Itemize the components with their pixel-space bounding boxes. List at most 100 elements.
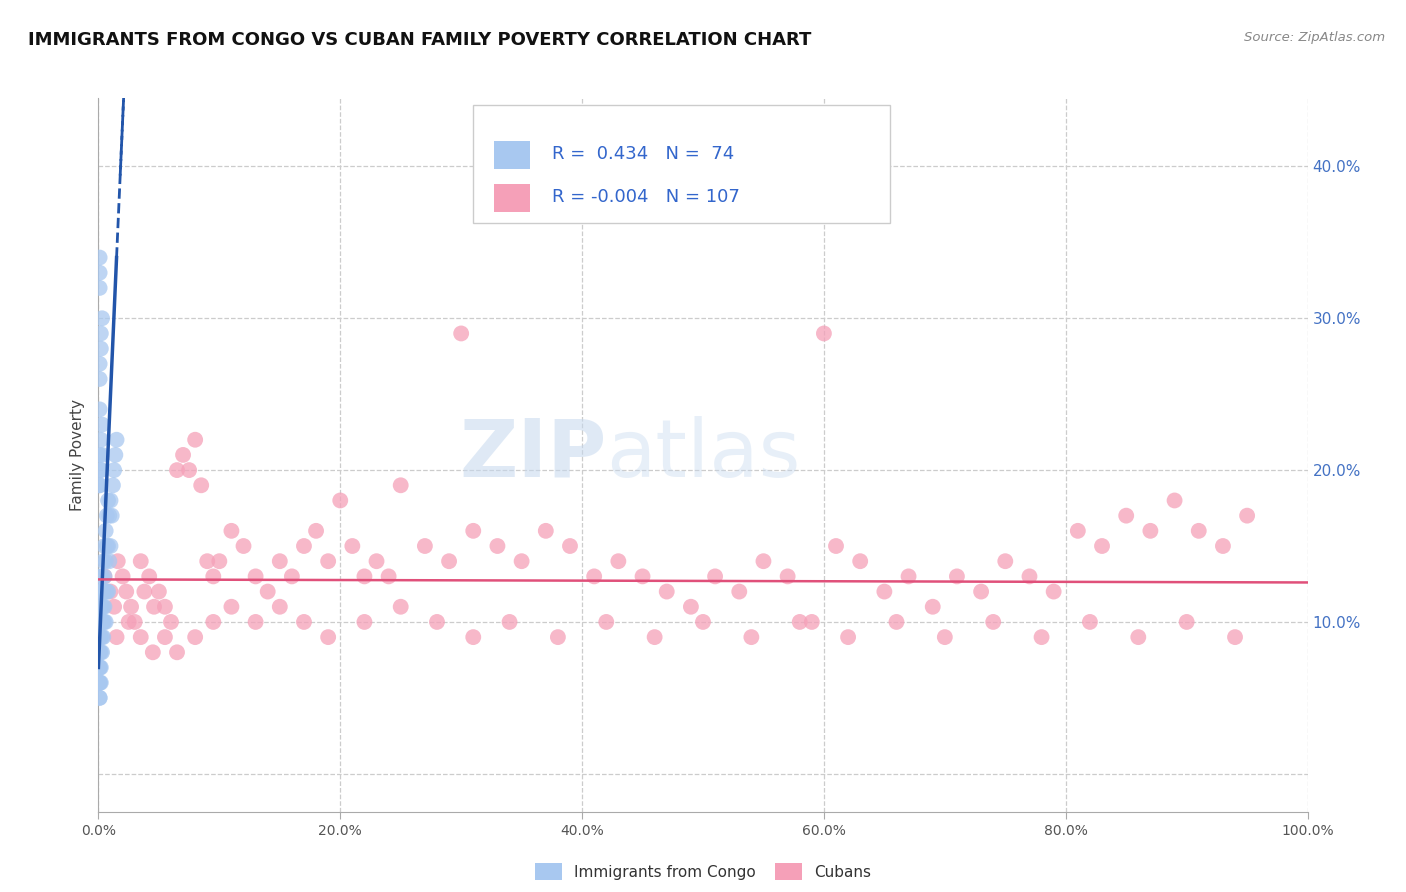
- Text: ZIP: ZIP: [458, 416, 606, 494]
- Point: [94, 615, 117, 629]
- Point: [134, 584, 156, 599]
- Point: [93, 599, 115, 614]
- Point: [776, 569, 799, 583]
- Point: [129, 630, 152, 644]
- Point: [946, 569, 969, 583]
- Point: [1128, 630, 1150, 644]
- Point: [1139, 524, 1161, 538]
- Point: [498, 615, 520, 629]
- Point: [91, 417, 114, 432]
- Point: [89, 281, 111, 295]
- Point: [190, 478, 212, 492]
- Point: [89, 584, 111, 599]
- Point: [873, 584, 896, 599]
- Point: [90, 463, 112, 477]
- Point: [91, 615, 114, 629]
- Point: [91, 615, 114, 629]
- Point: [1018, 569, 1040, 583]
- Point: [166, 463, 188, 477]
- Point: [138, 569, 160, 583]
- Point: [450, 326, 472, 341]
- Point: [90, 630, 112, 644]
- Point: [728, 584, 751, 599]
- Point: [195, 554, 218, 568]
- Point: [463, 630, 485, 644]
- Point: [644, 630, 666, 644]
- Point: [90, 342, 112, 356]
- Point: [1078, 615, 1101, 629]
- Point: [97, 584, 120, 599]
- Point: [1223, 630, 1246, 644]
- Text: R = -0.004   N = 107: R = -0.004 N = 107: [553, 187, 740, 205]
- Point: [166, 645, 188, 659]
- Point: [103, 599, 125, 614]
- Point: [89, 266, 111, 280]
- Point: [120, 599, 142, 614]
- Point: [510, 554, 533, 568]
- Point: [89, 569, 111, 583]
- Point: [93, 615, 115, 629]
- Point: [90, 326, 112, 341]
- Point: [96, 584, 118, 599]
- Point: [849, 554, 872, 568]
- Point: [413, 539, 436, 553]
- Point: [679, 599, 702, 614]
- FancyBboxPatch shape: [494, 141, 530, 169]
- Point: [89, 251, 111, 265]
- Point: [89, 660, 111, 674]
- Point: [269, 599, 291, 614]
- Point: [89, 630, 111, 644]
- Point: [90, 584, 112, 599]
- Point: [172, 448, 194, 462]
- Point: [463, 524, 485, 538]
- Point: [89, 630, 111, 644]
- Point: [89, 660, 111, 674]
- Point: [89, 645, 111, 659]
- Point: [825, 539, 848, 553]
- Point: [1212, 539, 1234, 553]
- Point: [94, 554, 117, 568]
- Point: [118, 615, 141, 629]
- Point: [153, 630, 176, 644]
- Point: [100, 539, 122, 553]
- Point: [98, 554, 121, 568]
- Point: [111, 569, 134, 583]
- Point: [245, 615, 267, 629]
- Point: [202, 615, 225, 629]
- Point: [91, 448, 114, 462]
- Point: [97, 493, 120, 508]
- Point: [90, 660, 112, 674]
- Point: [981, 615, 1004, 629]
- Point: [558, 539, 581, 553]
- Point: [115, 584, 138, 599]
- Text: IMMIGRANTS FROM CONGO VS CUBAN FAMILY POVERTY CORRELATION CHART: IMMIGRANTS FROM CONGO VS CUBAN FAMILY PO…: [28, 31, 811, 49]
- Point: [89, 357, 111, 371]
- Point: [91, 630, 114, 644]
- Point: [89, 690, 111, 705]
- Point: [96, 539, 118, 553]
- Text: Source: ZipAtlas.com: Source: ZipAtlas.com: [1244, 31, 1385, 45]
- Point: [94, 584, 117, 599]
- Point: [1031, 630, 1053, 644]
- Point: [752, 554, 775, 568]
- Point: [179, 463, 201, 477]
- Text: R =  0.434   N =  74: R = 0.434 N = 74: [553, 145, 734, 162]
- Point: [91, 630, 114, 644]
- Point: [90, 463, 112, 477]
- Point: [184, 630, 207, 644]
- Point: [90, 433, 112, 447]
- Point: [98, 508, 121, 523]
- Point: [389, 599, 412, 614]
- Point: [305, 524, 328, 538]
- Point: [426, 615, 449, 629]
- Point: [921, 599, 943, 614]
- Point: [100, 584, 122, 599]
- Point: [292, 615, 315, 629]
- Point: [1042, 584, 1064, 599]
- Point: [316, 554, 339, 568]
- Point: [256, 584, 278, 599]
- Point: [366, 554, 388, 568]
- Point: [89, 402, 111, 417]
- Point: [221, 599, 243, 614]
- Point: [970, 584, 993, 599]
